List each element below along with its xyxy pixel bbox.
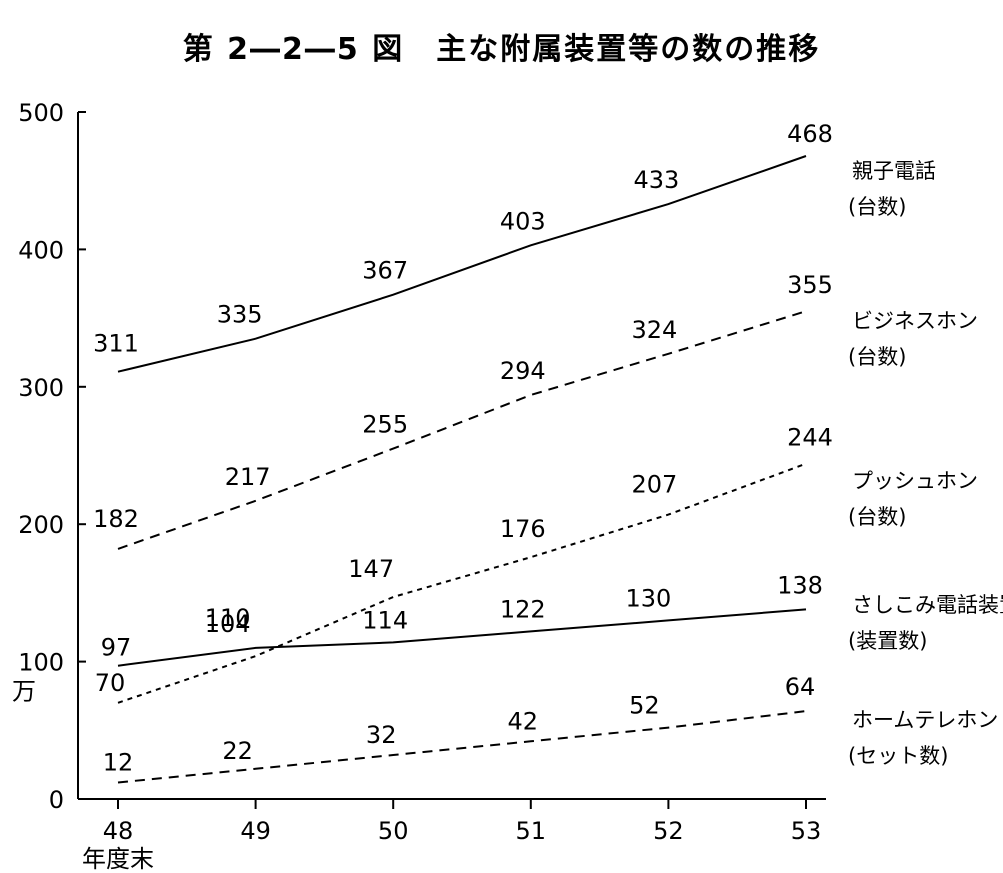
data-label: 22 <box>222 737 253 765</box>
data-label: 324 <box>631 316 677 344</box>
y-tick-label: 500 <box>18 99 64 127</box>
series-names: 親子電話 (台数) ビジネスホン (台数) プッシュホン (台数) さしこみ電話装置 (装置数… <box>848 159 1003 768</box>
series-unit-2: (台数) <box>848 505 906 529</box>
series-line-3 <box>117 608 807 667</box>
data-label: 130 <box>625 584 671 612</box>
y-tick-label: 300 <box>18 374 64 402</box>
series-name-2: プッシュホン <box>852 469 978 493</box>
series-name-3: さしこみ電話装置 <box>852 593 1003 617</box>
x-tick-label: 48 <box>103 817 134 845</box>
series-unit-0: (台数) <box>848 195 906 219</box>
data-label: 104 <box>205 610 251 638</box>
series-name-4: ホームテレホン <box>852 708 998 732</box>
data-label: 294 <box>500 357 546 385</box>
data-label: 64 <box>785 673 816 701</box>
data-label: 176 <box>500 515 546 543</box>
x-tick-label: 52 <box>653 817 684 845</box>
data-label: 97 <box>101 634 132 662</box>
series-unit-3: (装置数) <box>848 629 927 653</box>
x-tick-label: 50 <box>378 817 409 845</box>
series-line-1 <box>117 310 807 550</box>
series-unit-4: (セット数) <box>848 744 948 768</box>
data-label: 255 <box>362 411 408 439</box>
data-label: 468 <box>787 120 833 148</box>
series-name-0: 親子電話 <box>852 159 936 183</box>
data-label: 335 <box>217 301 263 329</box>
x-tick-label: 51 <box>516 817 547 845</box>
data-label: 433 <box>633 166 679 194</box>
data-label: 207 <box>631 471 677 499</box>
data-label: 70 <box>95 669 126 697</box>
data-label: 355 <box>787 271 833 299</box>
data-label: 114 <box>362 606 408 634</box>
series-unit-1: (台数) <box>848 345 906 369</box>
data-label: 244 <box>787 424 833 452</box>
data-label: 52 <box>629 692 660 720</box>
series-line-2 <box>117 462 807 704</box>
data-label: 32 <box>366 721 397 749</box>
series-line-4 <box>117 710 807 784</box>
data-labels: 311 335 367 403 433 468 182 217 255 294 324 355 70 10… <box>93 120 833 777</box>
data-label: 122 <box>500 595 546 623</box>
data-label: 311 <box>93 330 139 358</box>
chart-title: 第 2―2―5 図 主な附属装置等の数の推移 <box>182 32 821 67</box>
y-unit-label: 万 <box>12 678 36 706</box>
data-label: 147 <box>348 555 394 583</box>
data-label: 403 <box>500 207 546 235</box>
data-label: 182 <box>93 505 139 533</box>
data-label: 110 <box>205 604 251 632</box>
y-tick-label: 0 <box>49 786 64 814</box>
data-label: 367 <box>362 257 408 285</box>
y-tick-label: 400 <box>18 236 64 264</box>
series-line-0 <box>117 155 807 373</box>
x-tick-label: 53 <box>791 817 822 845</box>
axes: 0 100 200 300 400 500 万 48 49 50 51 52 53 年度末 <box>12 99 826 873</box>
data-label: 42 <box>508 707 539 735</box>
series-name-1: ビジネスホン <box>852 309 978 333</box>
data-label: 138 <box>777 571 823 599</box>
x-tick-label: 49 <box>240 817 271 845</box>
series-lines <box>117 155 807 784</box>
data-label: 217 <box>225 463 271 491</box>
x-axis-label: 年度末 <box>82 845 154 873</box>
y-tick-label: 200 <box>18 511 64 539</box>
data-label: 12 <box>103 749 134 777</box>
y-tick-label: 100 <box>18 649 64 677</box>
